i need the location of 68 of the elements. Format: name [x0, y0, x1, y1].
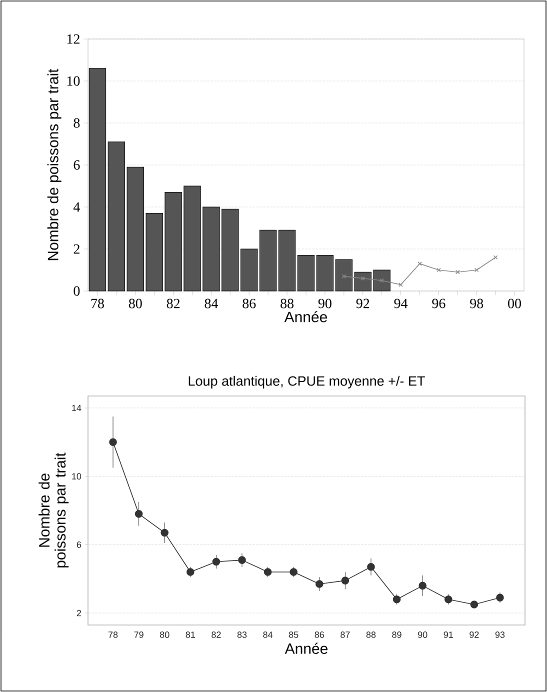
- x-tick-label: 88: [366, 632, 376, 638]
- y-tick-label: 8: [74, 118, 80, 128]
- point: [392, 595, 401, 604]
- point: [418, 582, 426, 590]
- x-axis-title: Année: [284, 311, 328, 322]
- x-tick-label: 81: [186, 632, 195, 638]
- point: [455, 270, 460, 274]
- y-tick-label: 2: [74, 244, 80, 254]
- y-tick-label: 14: [72, 404, 82, 412]
- x-tick-label: 78: [108, 632, 118, 638]
- x-tick-label: 87: [340, 632, 350, 638]
- bar: [88, 68, 106, 292]
- x-tick-label: 93: [495, 632, 505, 638]
- point: [341, 576, 350, 584]
- point: [238, 556, 246, 564]
- x-tick-label: 86: [242, 298, 256, 308]
- y-tick-label: 10: [67, 76, 80, 86]
- point: [436, 268, 441, 272]
- y-tick-label: 0: [74, 286, 80, 296]
- x-tick-label: 83: [237, 632, 247, 638]
- x-tick-label: 80: [128, 298, 142, 308]
- y-tick-label: 4: [73, 202, 80, 212]
- point: [380, 278, 384, 283]
- x-tick-label: 80: [160, 632, 170, 638]
- x-tick-label: 85: [288, 632, 298, 638]
- point: [470, 600, 478, 608]
- x-axis-title: Année: [284, 642, 328, 654]
- chart-title: Loup atlantique, CPUE moyenne +/- ET: [188, 376, 425, 388]
- point: [160, 528, 169, 537]
- point: [109, 438, 117, 446]
- x-tick-label: 89: [392, 632, 402, 638]
- y-tick-label: 6: [74, 160, 80, 170]
- x-tick-label: 79: [134, 632, 144, 638]
- point: [290, 568, 298, 576]
- point: [134, 510, 143, 518]
- y-tick-label: 2: [76, 610, 82, 616]
- point: [360, 276, 366, 281]
- point: [264, 568, 272, 576]
- x-tick-label: 96: [432, 298, 446, 308]
- x-tick-label: 94: [394, 298, 408, 308]
- y-tick-label: 12: [67, 34, 80, 44]
- x-tick-label: 90: [418, 632, 428, 638]
- y-axis-title: Nombre de poissons par trait: [38, 452, 69, 568]
- x-tick-label: 88: [280, 298, 294, 308]
- x-tick-label: 00: [508, 298, 521, 308]
- x-tick-label: 98: [470, 298, 484, 308]
- point: [418, 262, 422, 266]
- bar: [297, 255, 315, 292]
- point: [367, 562, 375, 571]
- point: [444, 595, 452, 604]
- point: [398, 282, 403, 287]
- x-tick-label: 90: [318, 298, 332, 308]
- x-tick-label: 82: [166, 298, 180, 308]
- x-tick-label: 84: [204, 298, 218, 308]
- x-tick-label: 91: [444, 632, 453, 638]
- x-tick-label: 92: [356, 298, 370, 308]
- y-tick-label: 6: [76, 541, 82, 548]
- y-axis-title: Nombre de poissons par trait: [47, 68, 62, 260]
- x-tick-label: 82: [212, 632, 221, 638]
- point: [212, 558, 220, 566]
- point: [474, 268, 479, 272]
- x-tick-label: 92: [470, 632, 479, 638]
- point: [316, 580, 324, 588]
- x-tick-label: 84: [263, 632, 273, 638]
- y-tick-label: 10: [72, 473, 82, 480]
- point: [186, 568, 194, 576]
- x-tick-label: 78: [91, 298, 104, 308]
- x-tick-label: 86: [314, 632, 324, 638]
